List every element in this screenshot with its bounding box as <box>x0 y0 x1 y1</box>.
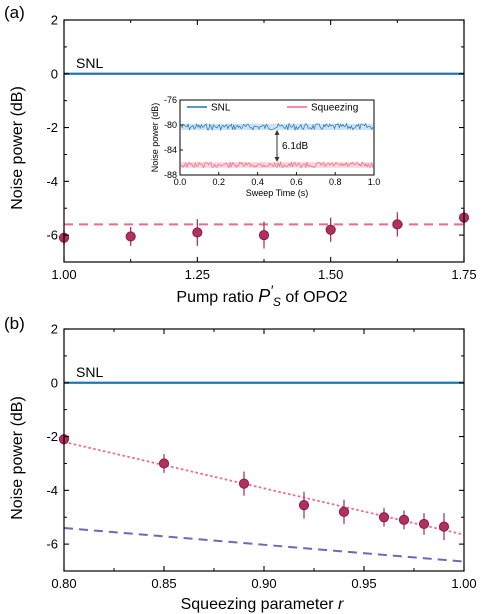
panel-a-plot-area: SNL 2 0 -2 -4 -6 1.00 1.25 1.50 1.75 <box>46 13 476 283</box>
inset-legend-snl-label: SNL <box>211 103 231 114</box>
panel-b-y-tick-label-4: -6 <box>46 537 58 552</box>
inset-squeezing-trace <box>180 160 374 169</box>
panel-a-y-axis-label: Noise power (dB) <box>9 86 26 210</box>
panel-a-data-point-5 <box>392 219 403 230</box>
inset-x-tick-label-0: 0.0 <box>174 177 187 187</box>
panel-b-y-tick-label-0: 2 <box>51 322 58 337</box>
panel-a-data-point-4 <box>325 224 336 235</box>
panel-a-chart: (a) SNL 2 0 -2 -4 -6 1.00 1.25 1.50 1.75 Noise po… <box>4 3 477 309</box>
panel-b-plot-area: SNL 2 0 -2 -4 -6 0.80 0.85 0.90 0.95 1.00 <box>46 322 476 592</box>
panel-b-theory-dashed-line <box>63 526 465 563</box>
inset-x-tick-label-4: 0.8 <box>329 177 342 187</box>
panel-b-y-tick-label-1: 0 <box>51 375 58 390</box>
panel-b-label: (b) <box>4 314 25 333</box>
panel-b-y-tick-label-3: -4 <box>46 483 58 498</box>
panel-b-squeezing-fit-line <box>63 441 465 536</box>
panel-b-data-point-7 <box>418 518 430 530</box>
inset-snl-trace <box>180 122 374 132</box>
panel-b-data-point-2 <box>238 478 250 489</box>
panel-b-data-point-5 <box>378 512 390 523</box>
panel-a-x-tick-label-1: 1.25 <box>185 267 210 282</box>
panel-b-x-tick-label-3: 0.95 <box>351 576 376 591</box>
inset-legend-squeezing-label: Squeezing <box>311 103 358 114</box>
inset-y-tick-label-2: -84 <box>164 145 177 155</box>
inset-axes-frame <box>179 99 375 176</box>
panel-a-y-tick-label-2: -2 <box>46 120 58 135</box>
inset-squeezing-band <box>181 162 373 168</box>
panel-b-data-point-6 <box>398 514 410 526</box>
inset-y-tick-label-1: -80 <box>164 120 177 130</box>
panel-a-y-tick-label-3: -4 <box>46 174 58 189</box>
inset-x-tick-label-5: 1.0 <box>368 177 381 187</box>
panel-a-y-tick-label-1: 0 <box>51 66 58 81</box>
panel-a-snl-label: SNL <box>76 55 103 71</box>
panel-a-label: (a) <box>4 3 25 22</box>
panel-b-data-point-1 <box>158 458 170 469</box>
inset-arrow-head-down <box>274 157 280 162</box>
panel-a-x-tick-label-3: 1.75 <box>451 267 476 282</box>
panel-b-x-axis-label: Squeezing parameter r <box>181 596 344 613</box>
panel-b-y-axis-label: Noise power (dB) <box>9 396 26 520</box>
panel-a-data-point-1 <box>125 231 136 242</box>
panel-a-x-axis-label: Pump ratio P′S of OPO2 <box>176 282 347 309</box>
inset-annotation-6-1db: 6.1dB <box>282 141 308 152</box>
inset-x-axis-label: Sweep Time (s) <box>246 188 309 198</box>
panel-b-data-point-4 <box>338 506 350 517</box>
panel-b-x-tick-label-1: 0.85 <box>151 576 176 591</box>
panel-b-data-point-3 <box>298 500 310 511</box>
panel-b-snl-label: SNL <box>76 364 103 380</box>
panel-b-y-tick-label-2: -2 <box>46 429 58 444</box>
inset-x-tick-label-2: 0.4 <box>251 177 264 187</box>
panel-b-data-point-8 <box>438 521 450 532</box>
panel-a-inset-chart: 6.1dB SNL Squeezing -76 -80 -84 -880.0 0.2 0.4 0.… <box>150 95 380 198</box>
panel-a-y-tick-label-0: 2 <box>51 13 58 28</box>
inset-y-tick-label-3: -88 <box>164 170 177 180</box>
panel-a-y-tick-label-4: -6 <box>46 228 58 243</box>
inset-y-axis-label: Noise power (dB) <box>150 103 160 173</box>
panel-b-chart: (b) SNL 2 0 -2 -4 -6 0.80 0.85 0.90 0.95 1.00 Nois… <box>4 314 477 613</box>
panel-a-data-point-3 <box>258 230 270 241</box>
panel-a-x-tick-label-2: 1.50 <box>318 267 343 282</box>
panel-b-axes-frame <box>63 328 465 572</box>
inset-arrow-head-up <box>274 129 280 135</box>
panel-b-x-tick-label-0: 0.80 <box>51 576 76 591</box>
inset-y-tick-label-0: -76 <box>164 95 177 105</box>
panel-b-x-tick-label-2: 0.90 <box>251 576 276 591</box>
inset-x-tick-label-1: 0.2 <box>213 177 226 187</box>
inset-x-tick-label-3: 0.6 <box>290 177 303 187</box>
panel-a-x-tick-label-0: 1.00 <box>51 267 76 282</box>
panel-a-data-point-2 <box>192 227 203 238</box>
panel-b-x-tick-label-4: 1.00 <box>451 576 476 591</box>
